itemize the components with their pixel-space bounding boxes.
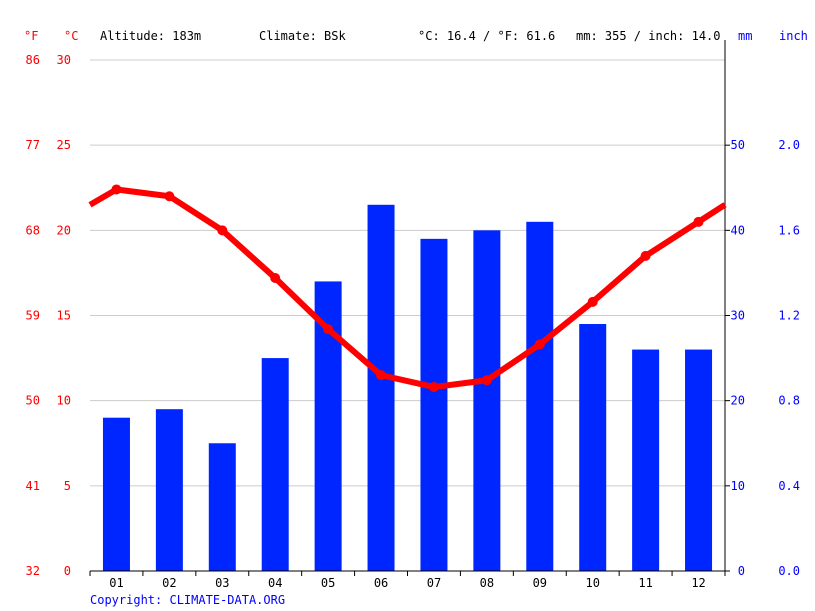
mm-unit-label: mm: [738, 29, 752, 43]
fahrenheit-tick-label: 41: [26, 479, 40, 493]
precipitation-bar: [367, 204, 395, 572]
mm-tick-label: 50: [731, 138, 745, 152]
fahrenheit-unit-label: °F: [24, 29, 38, 43]
total-precipitation-label: mm: 355 / inch: 14.0: [576, 29, 721, 43]
inch-tick-label: 0.0: [778, 564, 800, 578]
temperature-point: [587, 296, 598, 307]
temperature-point: [217, 225, 228, 236]
month-tick-label: 06: [374, 576, 388, 590]
mm-tick-label: 30: [731, 309, 745, 323]
celsius-tick-label: 10: [57, 394, 71, 408]
fahrenheit-tick-label: 32: [26, 564, 40, 578]
precipitation-bar: [685, 349, 713, 571]
inch-tick-label: 2.0: [778, 138, 800, 152]
mm-tick-label: 0: [738, 564, 745, 578]
precipitation-bar: [208, 443, 236, 571]
fahrenheit-tick-label: 59: [26, 309, 40, 323]
fahrenheit-tick-label: 68: [26, 223, 40, 237]
fahrenheit-tick-label: 77: [26, 138, 40, 152]
precipitation-bar: [579, 324, 607, 571]
altitude-label: Altitude: 183m: [100, 29, 201, 43]
precipitation-bar: [473, 230, 501, 572]
temperature-point: [164, 191, 175, 202]
inch-unit-label: inch: [779, 29, 808, 43]
temperature-line: [88, 184, 727, 393]
fahrenheit-tick-label: 50: [26, 394, 40, 408]
celsius-tick-label: 20: [57, 223, 71, 237]
precipitation-bar: [632, 349, 660, 571]
temperature-point: [111, 184, 122, 195]
celsius-unit-label: °C: [64, 29, 78, 43]
temperature-point: [376, 370, 387, 381]
mm-tick-label: 40: [731, 223, 745, 237]
month-tick-label: 02: [162, 576, 176, 590]
precipitation-bar: [526, 221, 554, 572]
temperature-point: [534, 339, 545, 350]
climate-label: Climate: BSk: [259, 29, 346, 43]
temperature-point: [428, 382, 439, 393]
celsius-tick-label: 0: [64, 564, 71, 578]
inch-tick-label: 0.8: [778, 394, 800, 408]
month-tick-label: 04: [268, 576, 282, 590]
average-temperature-label: °C: 16.4 / °F: 61.6: [418, 29, 555, 43]
celsius-tick-label: 30: [57, 53, 71, 67]
grid-lines: [90, 59, 725, 487]
axis-tick-labels: 32 0 41 5 50 10 59 15 68 20 77 25 86 30 0 0.0 10 0.4 20 0.8…: [26, 53, 800, 590]
mm-tick-label: 20: [731, 394, 745, 408]
month-tick-label: 07: [427, 576, 441, 590]
month-tick-label: 05: [321, 576, 335, 590]
month-tick-label: 12: [691, 576, 705, 590]
month-tick-label: 08: [480, 576, 494, 590]
axes: [89, 40, 730, 576]
precipitation-bar: [420, 238, 448, 571]
temperature-point: [640, 250, 651, 261]
fahrenheit-tick-label: 86: [26, 53, 40, 67]
inch-tick-label: 0.4: [778, 479, 800, 493]
copyright-label: Copyright: CLIMATE-DATA.ORG: [90, 593, 285, 607]
precipitation-bar: [102, 417, 130, 571]
celsius-tick-label: 5: [64, 479, 71, 493]
month-tick-label: 10: [585, 576, 599, 590]
temperature-point: [323, 324, 334, 335]
inch-tick-label: 1.6: [778, 223, 800, 237]
month-tick-label: 01: [109, 576, 123, 590]
temperature-point: [481, 375, 492, 386]
mm-tick-label: 10: [731, 479, 745, 493]
temperature-point: [270, 273, 281, 284]
month-tick-label: 11: [638, 576, 652, 590]
temperature-line-path: [88, 186, 727, 391]
celsius-tick-label: 15: [57, 309, 71, 323]
precipitation-bars: [102, 204, 713, 572]
month-tick-label: 09: [533, 576, 547, 590]
celsius-tick-label: 25: [57, 138, 71, 152]
month-tick-label: 03: [215, 576, 229, 590]
precipitation-bar: [261, 358, 289, 571]
precipitation-bar: [155, 409, 183, 571]
temperature-point: [693, 216, 704, 227]
inch-tick-label: 1.2: [778, 309, 800, 323]
